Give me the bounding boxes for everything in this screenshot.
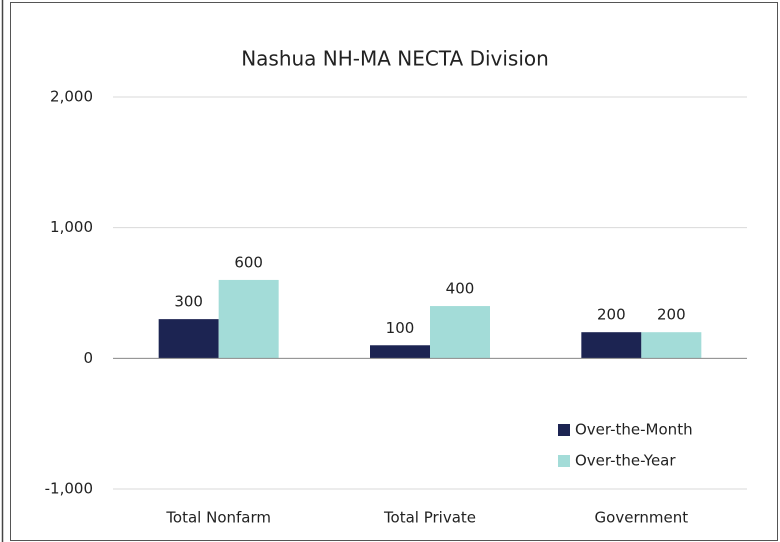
bar bbox=[158, 319, 219, 359]
bar bbox=[581, 332, 642, 359]
x-tick-label: Total Private bbox=[383, 509, 476, 527]
y-tick-label: 1,000 bbox=[50, 218, 93, 236]
data-label: 600 bbox=[234, 253, 263, 271]
legend-label: Over-the-Month bbox=[575, 421, 693, 439]
data-label: 300 bbox=[174, 293, 203, 311]
x-tick-label: Government bbox=[595, 509, 689, 527]
chart-frame bbox=[10, 2, 778, 541]
data-label: 100 bbox=[386, 319, 415, 337]
y-tick-label: -1,000 bbox=[45, 480, 93, 498]
bar bbox=[218, 279, 279, 359]
y-tick-label: 0 bbox=[83, 349, 93, 367]
data-label: 200 bbox=[597, 306, 626, 324]
legend-swatch bbox=[558, 424, 570, 436]
y-tick-label: 2,000 bbox=[50, 88, 93, 106]
data-label: 400 bbox=[446, 280, 475, 298]
legend-swatch bbox=[558, 455, 570, 467]
legend-label: Over-the-Year bbox=[575, 452, 676, 470]
bar bbox=[370, 345, 430, 359]
bar bbox=[641, 332, 702, 359]
bar bbox=[430, 306, 490, 359]
x-tick-label: Total Nonfarm bbox=[165, 509, 271, 527]
data-label: 200 bbox=[657, 306, 686, 324]
chart-title: Nashua NH-MA NECTA Division bbox=[241, 47, 549, 71]
